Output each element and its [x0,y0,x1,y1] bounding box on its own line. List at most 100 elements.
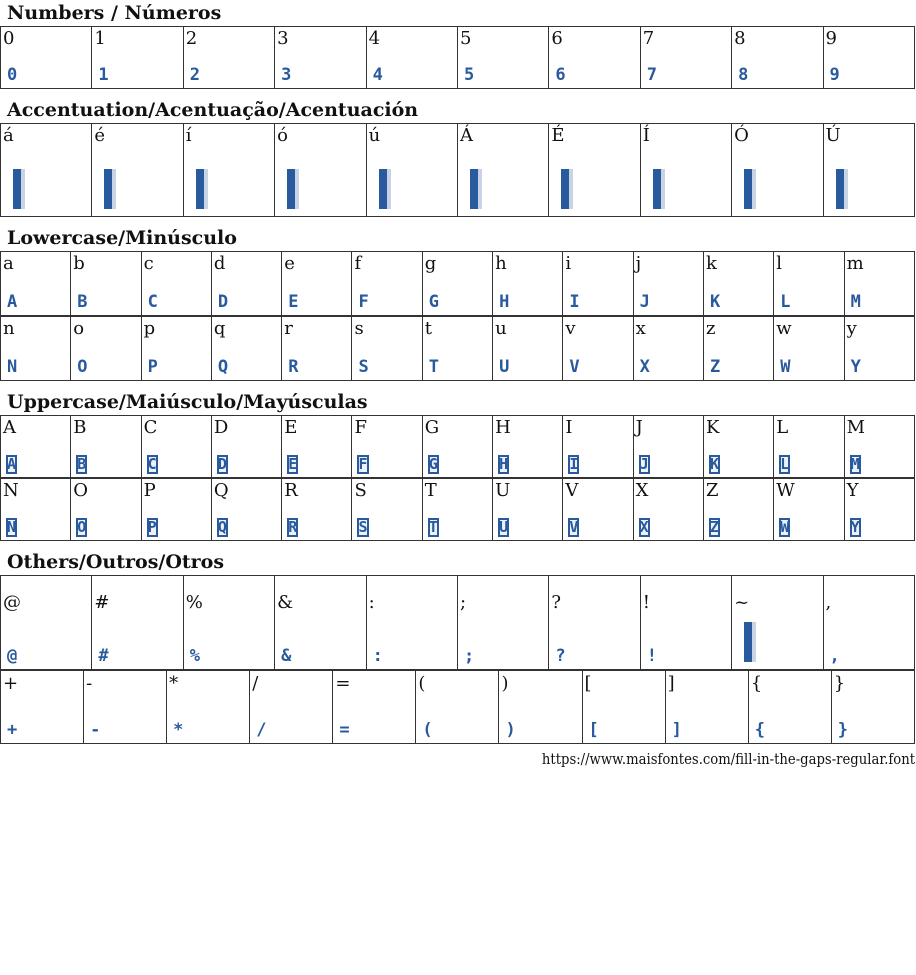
char-label: ó [277,125,289,146]
glyph-sample [378,169,391,209]
char-label: o [73,318,85,339]
glyph-sample: R [287,518,299,537]
specimen: Numbers / Números 0 0 1 1 2 2 3 3 4 4 5 5 6 6 7 7 8 8 9 9 Acc… [0,2,916,744]
glyph-sample: , [829,646,840,666]
char-label: c [143,253,154,274]
glyph-sample: I [568,455,580,474]
section-title: Uppercase/Maiúsculo/Mayúsculas [7,391,368,413]
char-label: Z [705,480,719,501]
glyph-cell: ]] [664,670,749,744]
char-label: É [551,125,565,146]
glyph-sample: T [427,518,439,537]
char-label: & [277,592,294,613]
glyph-row: @ @ # #%% & &::;;??!! ~,, [0,575,916,670]
glyph-sample: R [288,357,299,377]
glyph-sample: E [288,292,299,312]
glyph-sample: 8 [738,65,749,85]
glyph-sample: M [850,292,861,312]
glyph-sample: T [428,357,440,377]
char-label: Ó [734,125,749,146]
char-label: G [424,417,440,438]
glyph-sample: H [498,455,510,474]
glyph-sample: F [357,455,369,474]
glyph-sample: = [339,720,350,740]
glyph-sample: N [7,357,18,377]
glyph-sample: ; [463,646,475,666]
source-link[interactable]: https://www.maisfontes.com/fill-in-the-g… [541,750,915,768]
glyph-sample: 5 [463,65,475,85]
glyph-sample: C [147,292,158,312]
glyph-sample: G [428,292,440,312]
glyph-cell: (( [415,670,500,744]
glyph-sample: M [849,455,861,474]
glyph-sample: * [173,720,184,740]
glyph-sample: G [427,455,439,474]
char-label: ; [459,592,467,613]
glyph-cell: É [548,123,641,217]
char-label: : [368,592,375,613]
glyph-sample: C [146,455,158,474]
section-title: Lowercase/Minúsculo [7,227,237,249]
glyph-cell: %% [182,575,276,670]
char-label: A [3,417,16,438]
char-label: Q [213,480,229,501]
char-label: Á [459,125,473,146]
glyph-sample: } [837,720,849,740]
glyph-sample: Z [708,518,721,537]
glyph-sample [652,169,665,209]
char-label: s [354,318,364,339]
char-label: g [424,253,437,274]
char-label: % [185,592,203,613]
glyph-sample: & [281,646,292,666]
glyph-sample [561,169,574,209]
char-label: h [495,253,507,274]
char-label: 9 [825,28,837,49]
char-label: { [750,673,763,694]
glyph-sample: S [358,357,369,377]
char-label: K [705,417,720,438]
glyph-sample: ( [422,720,433,740]
char-label: ( [418,673,426,694]
glyph-cell: [[ [581,670,666,744]
glyph-cell: Ó [731,123,824,217]
char-label: í [185,125,192,146]
glyph-sample: 7 [646,65,657,85]
glyph-sample: B [76,455,88,474]
char-label: z [705,318,716,339]
char-label: é [94,125,106,146]
glyph-sample: ! [646,646,657,666]
glyph-sample: Z [709,357,721,377]
char-label: v [565,318,576,339]
char-label: F [354,417,367,438]
glyph-sample: 3 [281,65,292,85]
glyph-cell: }} [830,670,916,744]
char-label: # [94,592,110,613]
char-label: w [776,318,792,339]
glyph-cell: )) [498,670,583,744]
glyph-sample [287,169,300,209]
char-label: W [776,480,795,501]
char-label: U [495,480,511,501]
char-label: l [776,253,783,274]
